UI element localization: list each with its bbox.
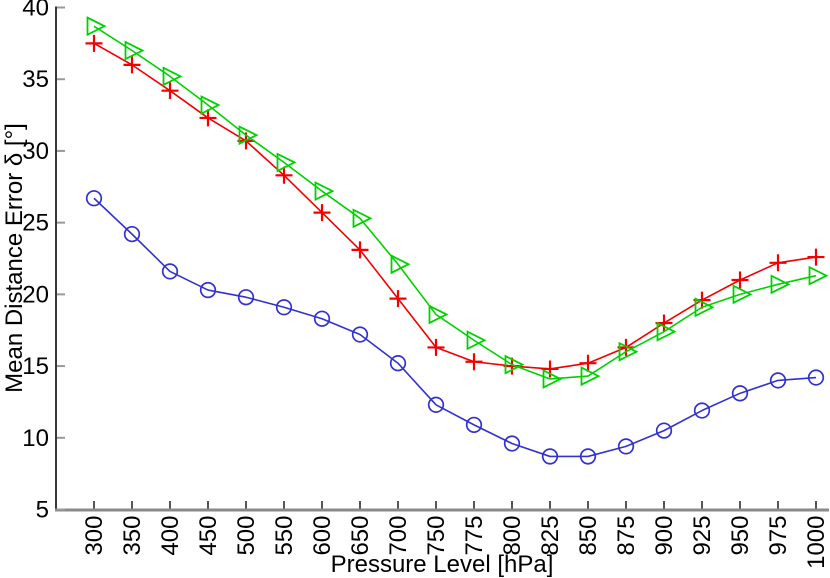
triangle-right-marker [86,16,107,37]
circle-marker [731,385,749,402]
circle-marker [769,372,787,389]
circle-marker [161,263,179,280]
triangle-right-marker [656,321,677,342]
triangle-right-marker [276,152,297,173]
red-plus-series-line [93,42,817,370]
x-tick-label: 975 [765,516,792,556]
y-tick-label: 15 [22,353,49,380]
triangle-right-marker [694,297,715,318]
triangle-right-marker [314,181,335,202]
plus-marker [769,254,787,272]
circle-marker [427,396,445,413]
triangle-right-marker [390,254,411,275]
y-tick-label: 10 [22,425,49,452]
circle-marker [85,190,103,207]
x-tick-label: 825 [537,516,564,556]
triangle-right-marker [808,265,829,286]
plus-marker [427,338,445,356]
triangle-right-marker [162,66,183,87]
plus-marker [161,82,179,100]
x-tick-label: 600 [309,516,336,556]
triangle-right-marker [466,330,487,351]
circle-marker [275,299,293,316]
circle-marker [503,435,521,452]
triangle-right-marker [732,284,753,305]
plus-marker [85,34,103,52]
triangle-right-marker [504,354,525,375]
x-tick-label: 925 [689,516,716,556]
triangle-right-marker [428,304,449,325]
circle-marker [693,402,711,419]
triangle-right-marker [124,40,145,61]
plot-area: 5 10 15 20 25 30 35 40 300 350 400 450 500 550 600 650 7… [22,0,830,569]
triangle-right-marker [238,125,259,146]
triangle-right-marker [200,95,221,115]
y-tick-label: 35 [22,66,49,93]
circle-marker [351,326,369,343]
x-tick-label: 300 [81,516,108,556]
x-axis-label: Pressure Level [hPa] [331,551,554,578]
x-tick-label: 350 [119,516,146,556]
x-tick-label: 700 [385,516,412,556]
y-tick-label: 30 [22,138,49,165]
circle-marker [123,225,141,243]
green-triangle-series-line [93,25,817,380]
x-tick-label: 500 [233,516,260,556]
plus-marker [579,354,597,372]
x-tick-label: 775 [461,516,488,556]
circle-marker [655,422,673,439]
circle-marker [617,438,635,455]
plus-marker [199,109,217,127]
plus-marker [807,248,825,266]
circle-marker [465,416,483,434]
triangle-right-marker [542,369,563,389]
circle-marker [541,448,559,465]
x-tick-label: 650 [347,516,374,556]
x-tick-label: 875 [613,516,640,556]
x-tick-label: 950 [727,516,754,556]
x-tick-label: 1000 [803,516,830,569]
circle-marker [389,355,407,372]
triangle-right-marker [618,341,639,362]
y-tick-label: 20 [22,281,49,308]
plus-marker [465,353,483,371]
circle-marker [807,369,825,386]
circle-marker [579,448,597,465]
y-axis-label: Mean Distance Error δ [°] [1,123,28,393]
plus-marker [275,166,293,184]
triangle-right-marker [352,208,373,229]
plus-marker [123,56,141,74]
plus-marker [313,204,331,222]
triangle-right-marker [580,366,601,387]
x-tick-label: 750 [423,516,450,556]
triangle-right-marker [770,274,791,295]
circle-marker [313,310,331,327]
plus-marker [389,290,407,308]
plus-marker [351,241,369,259]
circle-marker [237,289,255,306]
x-tick-label: 850 [575,516,602,556]
x-tick-label: 800 [499,516,526,556]
x-tick-label: 400 [157,516,184,556]
x-tick-label: 450 [195,516,222,556]
plus-marker [731,271,749,289]
y-tick-label: 5 [36,497,49,524]
circle-marker [199,281,217,299]
y-tick-label: 25 [22,210,49,237]
x-tick-label: 550 [271,516,298,556]
y-tick-label: 40 [22,0,49,21]
x-tick-label: 900 [651,516,678,556]
